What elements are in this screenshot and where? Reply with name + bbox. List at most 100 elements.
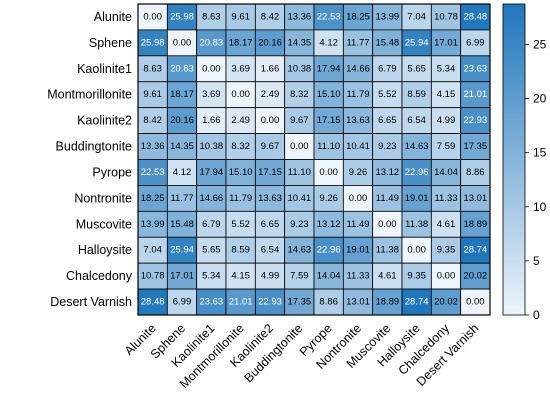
- heatmap-cell: [137, 159, 168, 186]
- heatmap-cell: [196, 107, 227, 134]
- heatmap-cell: [166, 210, 198, 238]
- heatmap-cell: [313, 288, 344, 316]
- cell-value-label: 14.35: [170, 141, 194, 152]
- row-label: Muscovite: [76, 217, 132, 231]
- cell-value-label: 6.99: [466, 37, 485, 48]
- heatmap-cell: [342, 262, 374, 290]
- cell-value-label: 17.01: [434, 37, 458, 48]
- row-label: Montmorillonite: [47, 88, 132, 102]
- cell-value-label: 8.63: [202, 11, 221, 22]
- heatmap-cell: [284, 288, 315, 316]
- cell-value-label: 18.17: [229, 37, 253, 48]
- row-labels: Alunite Sphene Kaolinite1 Montmorillonite Ka…: [47, 10, 133, 309]
- cell-value-label: 9.35: [437, 245, 456, 256]
- cell-value-label: 10.78: [434, 11, 458, 22]
- cell-value-label: 10.38: [199, 141, 223, 152]
- heatmap-cell: [254, 55, 286, 83]
- row-label: Chalcedony: [66, 269, 133, 283]
- cell-value-label: 13.12: [317, 219, 341, 230]
- cell-value-label: 8.59: [407, 89, 426, 100]
- cell-value-label: 4.12: [319, 37, 338, 48]
- cell-value-label: 19.01: [405, 193, 429, 204]
- cell-value-label: 9.61: [143, 89, 162, 100]
- heatmap-cell: [313, 107, 344, 134]
- cell-value-label: 0.00: [437, 271, 456, 282]
- cell-value-label: 9.23: [378, 141, 397, 152]
- cell-value-label: 0.00: [231, 89, 250, 100]
- cell-value-label: 0.00: [290, 141, 309, 152]
- row-label: Nontronite: [74, 191, 132, 205]
- cell-value-label: 15.10: [317, 89, 341, 100]
- cell-value-label: 7.04: [143, 245, 162, 256]
- heatmap-cell: [342, 133, 374, 160]
- cell-value-label: 13.12: [375, 167, 399, 178]
- heatmap-cell: [372, 262, 403, 290]
- heatmap-cell: [401, 81, 432, 109]
- cell-value-label: 13.36: [287, 11, 311, 22]
- cell-value-label: 2.49: [261, 89, 280, 100]
- heatmap-cell: [284, 107, 315, 134]
- cell-value-label: 10.38: [287, 63, 311, 74]
- cell-value-label: 11.77: [170, 193, 193, 204]
- cell-value-label: 3.69: [202, 89, 221, 100]
- row-label: Pyrope: [92, 165, 132, 179]
- cell-value-label: 22.93: [463, 115, 487, 126]
- heatmap-cell: [254, 107, 286, 134]
- heatmap-cell: [284, 159, 315, 186]
- heatmap-cell: [225, 236, 256, 264]
- cell-value-label: 13.99: [141, 219, 165, 230]
- heatmap-cell: [313, 210, 344, 238]
- cell-value-label: 2.49: [231, 115, 250, 126]
- cell-value-label: 25.94: [170, 245, 194, 256]
- heatmap-cell: [342, 29, 374, 57]
- cell-value-label: 10.41: [346, 141, 370, 152]
- heatmap-cell: [313, 29, 344, 57]
- heatmap-cell: [166, 3, 198, 31]
- cell-value-label: 0.00: [319, 167, 338, 178]
- colorbar-tick-label: 10: [533, 200, 547, 214]
- heatmap-cell: [225, 55, 256, 83]
- heatmap-cell: [313, 236, 344, 264]
- cell-value-label: 3.69: [231, 63, 250, 74]
- cell-value-label: 17.94: [317, 63, 341, 74]
- heatmap-cell: [166, 107, 198, 134]
- heatmap-cell: [401, 29, 432, 57]
- heatmap-cell: [460, 133, 491, 160]
- heatmap-cell: [460, 159, 491, 186]
- cell-value-label: 0.00: [407, 245, 426, 256]
- heatmap-cell: [401, 3, 432, 31]
- row-label: Desert Varnish: [50, 295, 132, 309]
- cell-value-label: 17.15: [258, 167, 282, 178]
- heatmap-cell: [254, 29, 286, 57]
- heatmap-cell: [430, 236, 462, 264]
- heatmap-cell: [284, 133, 315, 160]
- cell-value-label: 9.67: [261, 141, 280, 152]
- cell-value-label: 23.63: [199, 297, 223, 308]
- colorbar-tick-label: 25: [533, 37, 547, 51]
- cell-value-label: 18.25: [346, 11, 370, 22]
- cell-value-label: 4.61: [378, 271, 397, 282]
- heatmap-cell: [225, 133, 256, 160]
- cell-value-label: 13.36: [141, 141, 165, 152]
- heatmap-cell: [137, 133, 168, 160]
- cell-value-label: 19.01: [346, 245, 370, 256]
- cell-value-label: 13.63: [258, 193, 282, 204]
- cell-value-label: 0.00: [261, 115, 280, 126]
- colorbar-gradient: [502, 3, 526, 316]
- heatmap-cell: [137, 185, 168, 212]
- cell-value-label: 9.23: [290, 219, 309, 230]
- colorbar-tick-label: 20: [533, 92, 547, 106]
- row-label: Halloysite: [78, 243, 132, 257]
- cell-value-label: 9.26: [349, 167, 368, 178]
- heatmap-cell: [166, 29, 198, 57]
- heatmap-cell: [254, 185, 286, 212]
- cell-value-label: 8.42: [261, 11, 280, 22]
- cell-value-label: 11.10: [288, 167, 311, 178]
- heatmap-cell: [137, 81, 168, 109]
- heatmap-cell: [284, 210, 315, 238]
- cell-value-label: 14.04: [434, 167, 458, 178]
- cell-value-label: 8.32: [290, 89, 309, 100]
- cell-value-label: 5.52: [231, 219, 250, 230]
- cell-value-label: 23.63: [463, 63, 487, 74]
- heatmap-cell: [313, 133, 344, 160]
